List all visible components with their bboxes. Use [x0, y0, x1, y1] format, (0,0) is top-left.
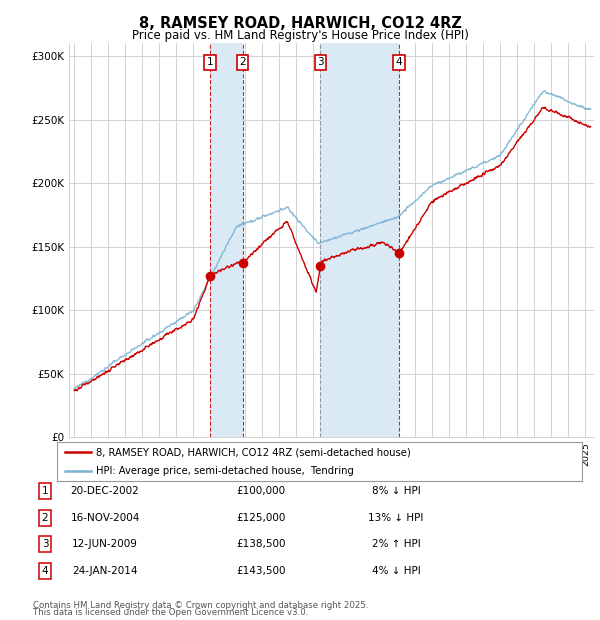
Bar	[320, 43, 399, 437]
Text: £100,000: £100,000	[236, 486, 286, 496]
Text: 13% ↓ HPI: 13% ↓ HPI	[368, 513, 424, 523]
Text: 20-DEC-2002: 20-DEC-2002	[71, 486, 139, 496]
Text: 4: 4	[396, 58, 403, 68]
Text: HPI: Average price, semi-detached house,  Tendring: HPI: Average price, semi-detached house,…	[97, 466, 354, 476]
Text: 8% ↓ HPI: 8% ↓ HPI	[371, 486, 421, 496]
Text: 2: 2	[41, 513, 49, 523]
Text: 8, RAMSEY ROAD, HARWICH, CO12 4RZ (semi-detached house): 8, RAMSEY ROAD, HARWICH, CO12 4RZ (semi-…	[97, 448, 411, 458]
Text: £143,500: £143,500	[236, 566, 286, 576]
Text: 16-NOV-2004: 16-NOV-2004	[70, 513, 140, 523]
Text: 3: 3	[41, 539, 49, 549]
Text: Contains HM Land Registry data © Crown copyright and database right 2025.: Contains HM Land Registry data © Crown c…	[33, 601, 368, 609]
Text: 2: 2	[239, 58, 246, 68]
Text: 4% ↓ HPI: 4% ↓ HPI	[371, 566, 421, 576]
Text: 12-JUN-2009: 12-JUN-2009	[72, 539, 138, 549]
Bar	[210, 43, 242, 437]
Text: 3: 3	[317, 58, 324, 68]
Text: 24-JAN-2014: 24-JAN-2014	[72, 566, 138, 576]
Text: This data is licensed under the Open Government Licence v3.0.: This data is licensed under the Open Gov…	[33, 608, 308, 617]
Text: £138,500: £138,500	[236, 539, 286, 549]
Text: 2% ↑ HPI: 2% ↑ HPI	[371, 539, 421, 549]
Text: 1: 1	[41, 486, 49, 496]
Text: 4: 4	[41, 566, 49, 576]
Text: 8, RAMSEY ROAD, HARWICH, CO12 4RZ: 8, RAMSEY ROAD, HARWICH, CO12 4RZ	[139, 16, 461, 31]
Text: Price paid vs. HM Land Registry's House Price Index (HPI): Price paid vs. HM Land Registry's House …	[131, 29, 469, 42]
Text: £125,000: £125,000	[236, 513, 286, 523]
Text: 1: 1	[206, 58, 213, 68]
